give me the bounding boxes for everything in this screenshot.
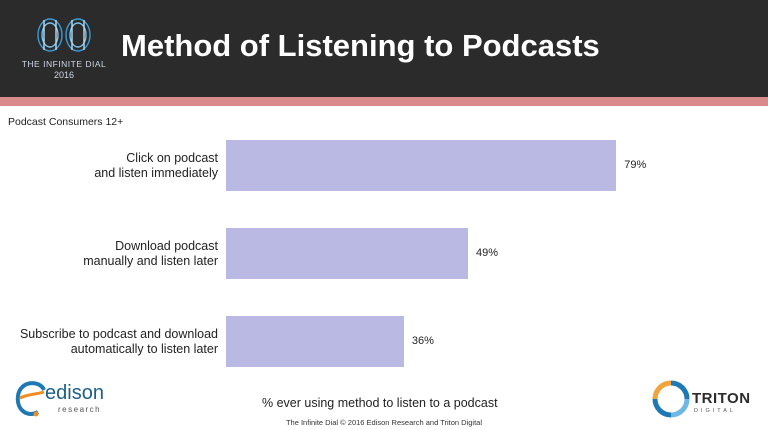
logo-year: 2016 (53, 70, 75, 80)
infinity-icon (37, 18, 91, 52)
category-label-line: Click on podcast (126, 150, 218, 165)
category-label-line: Download podcast (115, 238, 218, 253)
triton-logo: TRITON DIGITAL (652, 380, 762, 420)
infinite-dial-logo: THE INFINITE DIAL 2016 (20, 12, 108, 84)
chart-subtitle: Podcast Consumers 12+ (8, 116, 124, 128)
edison-subtext: research (58, 405, 102, 414)
triton-wordmark: TRITON (692, 390, 751, 407)
header-bar: THE INFINITE DIAL 2016 Method of Listeni… (0, 0, 768, 97)
category-label: Click on podcast and listen immediately (3, 151, 218, 181)
edison-logo: edison research (14, 378, 124, 422)
bar-value-label: 49% (476, 246, 499, 259)
bar (226, 228, 469, 279)
bar (226, 140, 617, 191)
logo-text: THE INFINITE DIAL (21, 59, 107, 69)
bar (226, 316, 404, 367)
header-stripe (0, 97, 768, 106)
bar-value-label: 36% (411, 334, 434, 347)
category-label-line: manually and listen later (83, 253, 218, 268)
category-label: Subscribe to podcast and download automat… (3, 327, 218, 357)
edison-wordmark: edison (45, 382, 104, 404)
edison-e-icon (15, 381, 46, 417)
triton-subtext: DIGITAL (694, 408, 736, 414)
footer-credit: The Infinite Dial © 2016 Edison Research… (285, 418, 483, 427)
bar-value-label: 79% (624, 158, 647, 171)
x-axis-label: % ever using method to listen to a podca… (262, 396, 498, 410)
category-label-line: automatically to listen later (70, 341, 218, 356)
category-label-line: Subscribe to podcast and download (19, 326, 218, 341)
page-title: Method of Listening to Podcasts (121, 28, 600, 63)
triton-ring-icon (652, 380, 690, 418)
category-label: Download podcast manually and listen late… (3, 239, 218, 269)
category-label-line: and listen immediately (94, 165, 218, 180)
